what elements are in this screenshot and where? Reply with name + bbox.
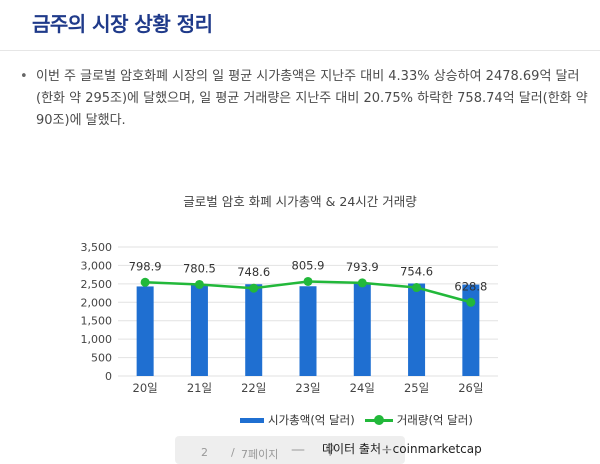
bar-market-cap (190, 284, 208, 376)
data-label-volume: 780.5 (183, 261, 216, 275)
summary-paragraph: • 이번 주 글로벌 암호화폐 시장의 일 평균 시가총액은 지난주 대비 4.… (20, 66, 590, 132)
page-separator: / (231, 446, 235, 459)
legend-item-market-cap: 시가총액(억 달러) (240, 412, 355, 428)
legend-bar-swatch (240, 417, 264, 423)
bar-market-cap (245, 284, 263, 376)
summary-text: 이번 주 글로벌 암호화폐 시장의 일 평균 시가총액은 지난주 대비 4.33… (36, 69, 588, 128)
data-label-volume: 798.9 (129, 259, 162, 273)
x-tick-label: 26일 (458, 381, 483, 395)
title-divider (0, 50, 600, 51)
point-volume (303, 276, 313, 286)
point-volume (412, 283, 422, 293)
legend-label-volume: 거래량(억 달러) (396, 413, 473, 427)
page-title: 금주의 시장 상황 정리 (32, 12, 213, 36)
y-tick-label: 500 (91, 352, 112, 365)
page-number[interactable]: 2 (201, 446, 208, 459)
data-label-volume: 805.9 (292, 258, 325, 272)
data-label-volume: 754.6 (400, 265, 433, 279)
chart-legend: 시가총액(억 달러) 거래량(억 달러) (240, 412, 473, 428)
bullet-icon: • (20, 69, 28, 84)
y-tick-label: 0 (105, 370, 112, 383)
legend-item-volume: 거래량(억 달러) (364, 412, 473, 428)
zoom-out-button[interactable]: — (291, 442, 305, 458)
bar-market-cap (462, 284, 480, 376)
bar-market-cap (299, 286, 317, 376)
y-tick-label: 1,000 (81, 333, 113, 346)
x-tick-label: 22일 (241, 381, 266, 395)
data-label-volume: 748.6 (237, 265, 270, 279)
point-volume (466, 297, 476, 307)
bar-market-cap (136, 286, 154, 376)
x-tick-label: 21일 (187, 381, 212, 395)
y-tick-label: 3,000 (81, 259, 113, 272)
y-tick-label: 1,500 (81, 315, 113, 328)
bar-market-cap (353, 282, 371, 376)
point-volume (357, 278, 367, 288)
data-label-volume: 628.8 (454, 279, 487, 293)
page-count-label: 7페이지 (241, 448, 279, 461)
zoom-in-button[interactable]: + (381, 442, 393, 458)
point-volume (249, 283, 259, 293)
legend-label-market-cap: 시가총액(억 달러) (268, 413, 355, 427)
bar-market-cap (408, 283, 426, 376)
y-tick-label: 3,500 (81, 241, 113, 254)
y-tick-label: 2,000 (81, 296, 113, 309)
y-tick-label: 2,500 (81, 278, 113, 291)
data-label-volume: 793.9 (346, 260, 379, 274)
x-tick-label: 24일 (350, 381, 375, 395)
point-volume (140, 277, 150, 287)
x-tick-label: 20일 (133, 381, 158, 395)
point-volume (194, 279, 204, 289)
x-tick-label: 25일 (404, 381, 429, 395)
zoom-icon[interactable]: ⚲ (325, 442, 336, 458)
chart-title: 글로벌 암호 화폐 시가총액 & 24시간 거래량 (183, 194, 417, 209)
legend-line-swatch (364, 414, 393, 426)
x-tick-label: 23일 (295, 381, 320, 395)
pdf-viewer-toolbar: 2 / 7페이지 — ⚲ + (175, 436, 405, 464)
data-source: 데이터 출처 : coinmarketcap (322, 442, 482, 456)
